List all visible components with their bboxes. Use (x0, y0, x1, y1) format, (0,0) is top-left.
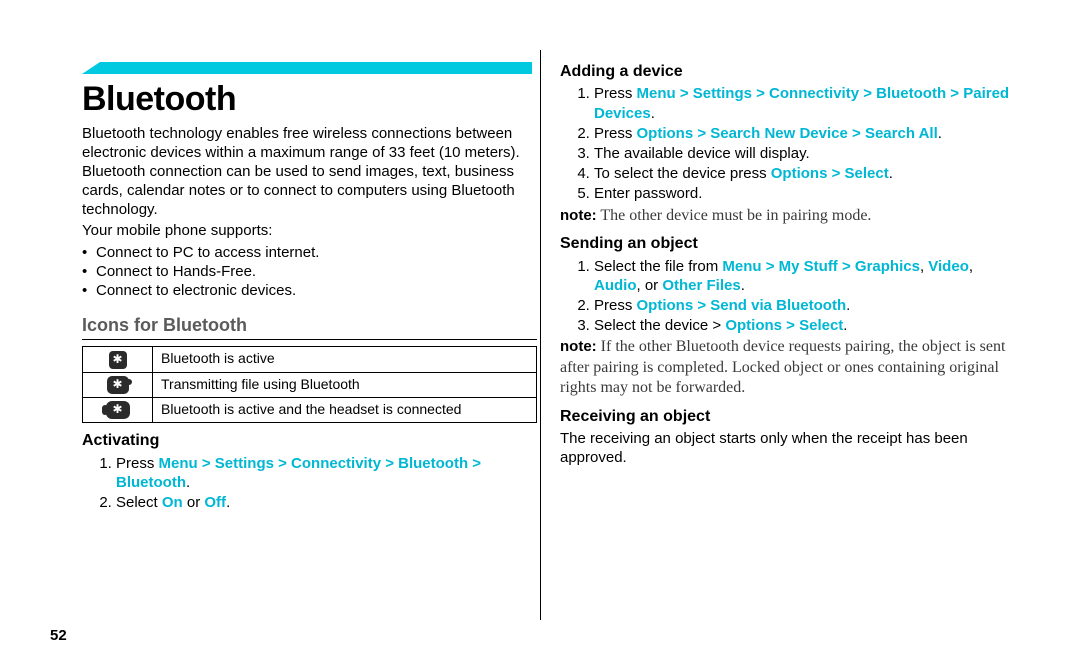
nav-path: Options > Search New Device > Search All (637, 125, 938, 142)
receiving-body: The receiving an object starts only when… (560, 429, 1015, 467)
table-row: Bluetooth is active (83, 347, 537, 372)
manual-page: Bluetooth Bluetooth technology enables f… (0, 0, 1080, 670)
page-title: Bluetooth (82, 78, 537, 122)
bluetooth-headset-icon (106, 401, 130, 419)
column-divider (540, 50, 541, 620)
supports-lead: Your mobile phone supports: (82, 221, 537, 240)
icon-label: Bluetooth is active (153, 347, 537, 372)
bluetooth-transmit-icon (107, 376, 129, 394)
nav-path: Options > Select (771, 165, 889, 182)
sending-heading: Sending an object (560, 234, 1015, 254)
right-column: Adding a device Press Menu > Settings > … (560, 62, 1015, 470)
step: Press Options > Send via Bluetooth. (594, 296, 1015, 315)
step: Select the file from Menu > My Stuff > G… (594, 257, 1015, 295)
bluetooth-icon (109, 351, 127, 369)
step: Press Options > Search New Device > Sear… (594, 124, 1015, 143)
supports-item: Connect to PC to access internet. (96, 243, 319, 262)
supports-list: •Connect to PC to access internet. •Conn… (82, 243, 537, 301)
page-number: 52 (50, 627, 67, 644)
icons-table: Bluetooth is active Transmitting file us… (82, 346, 537, 423)
supports-item: Connect to Hands-Free. (96, 262, 256, 281)
table-row: Transmitting file using Bluetooth (83, 372, 537, 397)
icon-label: Transmitting file using Bluetooth (153, 372, 537, 397)
activating-steps: Press Menu > Settings > Connectivity > B… (82, 454, 537, 513)
step: Press Menu > Settings > Connectivity > B… (116, 454, 537, 492)
adding-steps: Press Menu > Settings > Connectivity > B… (560, 84, 1015, 203)
adding-heading: Adding a device (560, 62, 1015, 82)
step: Press Menu > Settings > Connectivity > B… (594, 84, 1015, 122)
adding-note: note: The other device must be in pairin… (560, 206, 1015, 226)
step: The available device will display. (594, 144, 1015, 163)
step: Select the device > Options > Select. (594, 316, 1015, 335)
activating-heading: Activating (82, 431, 537, 451)
sending-note: note: If the other Bluetooth device requ… (560, 337, 1015, 398)
intro-text: Bluetooth technology enables free wirele… (82, 124, 537, 220)
nav-path: Menu > Settings > Connectivity > Bluetoo… (594, 85, 1009, 121)
icons-heading: Icons for Bluetooth (82, 314, 537, 340)
sending-steps: Select the file from Menu > My Stuff > G… (560, 257, 1015, 336)
step: Enter password. (594, 184, 1015, 203)
step: To select the device press Options > Sel… (594, 164, 1015, 183)
nav-path: Menu > Settings > Connectivity > Bluetoo… (116, 455, 481, 491)
receiving-heading: Receiving an object (560, 407, 1015, 427)
left-column: Bluetooth Bluetooth technology enables f… (82, 62, 537, 514)
supports-item: Connect to electronic devices. (96, 281, 296, 300)
table-row: Bluetooth is active and the headset is c… (83, 397, 537, 422)
icon-label: Bluetooth is active and the headset is c… (153, 397, 537, 422)
step: Select On or Off. (116, 493, 537, 512)
